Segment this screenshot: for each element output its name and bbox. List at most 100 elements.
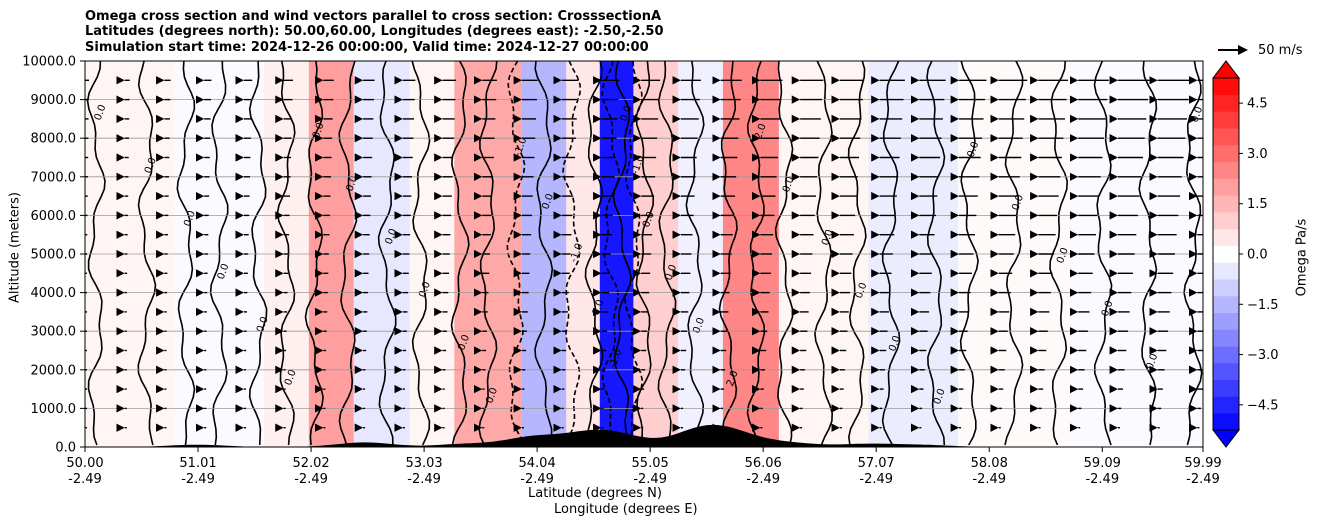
colorbar-segment: [1213, 94, 1239, 112]
colorbar-segment: [1213, 111, 1239, 129]
colorbar-segment: [1213, 413, 1239, 431]
x-tick-label-lat: 58.08: [971, 456, 1008, 471]
contour-label: 0.0: [1055, 246, 1071, 265]
colorbar-segment: [1213, 245, 1239, 263]
contour-line: [847, 61, 867, 446]
x-tick-label-lon: -2.49: [972, 472, 1006, 487]
colorbar-label: Omega Pa/s: [1294, 218, 1310, 297]
contour-line: [1049, 61, 1069, 446]
colorbar-segment: [1213, 228, 1239, 246]
contour-line: [534, 61, 554, 446]
contour-line: [881, 61, 901, 446]
colorbar-segment: [1213, 346, 1239, 364]
y-axis-label: Altitude (meters): [7, 192, 23, 303]
contour-label: 0.0: [484, 386, 500, 405]
x-tick-label-lat: 59.09: [1084, 456, 1121, 471]
contour-line: [657, 61, 677, 446]
contour-label: 0.0: [854, 281, 870, 300]
x-tick-label-lon: -2.49: [294, 472, 328, 487]
x-tick-label-lon: -2.49: [1186, 472, 1220, 487]
x-axis-label-lon: Longitude (degrees E): [554, 502, 698, 517]
reference-vector-label: 50 m/s: [1258, 43, 1303, 58]
contour-label: 0.0: [691, 316, 707, 335]
contour-line: [562, 61, 581, 446]
contour-line: [774, 61, 794, 446]
contour-line: [209, 61, 229, 446]
x-tick-label-lon: -2.49: [859, 472, 893, 487]
contour-line: [506, 61, 526, 446]
contour-line: [624, 61, 644, 446]
terrain-shape: [85, 424, 1203, 447]
colorbar-segment: [1213, 295, 1239, 313]
y-tick-label: 9000.0: [31, 93, 77, 108]
x-tick-label-lat: 52.02: [292, 456, 329, 471]
colorbar-extend-max: [1211, 60, 1241, 79]
wind-vectors: [85, 76, 1203, 432]
x-tick-label-lat: 53.03: [405, 456, 442, 471]
contour-line: [718, 61, 738, 446]
colorbar-segment: [1213, 145, 1239, 163]
contour-line: [86, 61, 106, 446]
colorbar-segment: [1213, 161, 1239, 179]
contour-line: [685, 61, 705, 445]
x-tick-label-lat: 59.99: [1184, 456, 1221, 471]
colorbar-segment: [1213, 212, 1239, 230]
contour-line: [959, 61, 979, 446]
contour-label: 0.0: [456, 333, 472, 352]
contour-label: 0.0: [1010, 193, 1026, 212]
colorbar-segment: [1213, 178, 1239, 196]
colorbar-segment: [1213, 379, 1239, 397]
colorbar: 4.5 3.0 1.5 0.0 −1.5 −3.0 −4.5: [1211, 60, 1279, 448]
contour-line: [411, 61, 431, 446]
x-axis-label-lat: Latitude (degrees N): [528, 486, 662, 501]
contour-line: [1004, 61, 1024, 446]
reference-vector-arrow: [1218, 45, 1248, 55]
contour-label: 2.0: [725, 369, 741, 388]
contour-line: [1093, 61, 1113, 446]
title-line-2: Latitudes (degrees north): 50.00,60.00, …: [85, 24, 664, 39]
contour-line: [746, 61, 766, 446]
x-tick-label-lat: 50.00: [66, 456, 103, 471]
x-tick-label-lon: -2.49: [1085, 472, 1119, 487]
contour-line: [612, 61, 632, 446]
x-tick-label-lat: 56.06: [745, 456, 782, 471]
contour-label: 0.0: [966, 140, 982, 159]
x-tick-label-lat: 51.01: [179, 456, 216, 471]
contour-line: [176, 61, 196, 446]
y-tick-label: 1000.0: [31, 402, 77, 417]
contour-line: [926, 61, 946, 446]
x-axis: 50.00-2.4951.01-2.4952.02-2.4953.03-2.49…: [66, 447, 1222, 487]
contour-line: [450, 61, 470, 446]
x-tick-label-lon: -2.49: [68, 472, 102, 487]
y-tick-label: 8000.0: [31, 132, 77, 147]
colorbar-segment: [1213, 195, 1239, 213]
y-tick-label: 4000.0: [31, 286, 77, 301]
colorbar-segment: [1213, 262, 1239, 280]
colorbar-segment: [1213, 78, 1239, 96]
colorbar-segment: [1213, 279, 1239, 297]
colorbar-extend-min: [1211, 429, 1241, 448]
y-tick-label: 0.0: [55, 441, 76, 456]
contour-label: 0.0: [932, 387, 948, 406]
contour-line: [276, 61, 296, 446]
contour-line: [814, 61, 834, 446]
colorbar-tick-label: −4.5: [1247, 398, 1279, 413]
contour-label: 0.0: [417, 280, 433, 299]
colorbar-segment: [1213, 396, 1239, 414]
x-tick-label-lon: -2.49: [746, 472, 780, 487]
contour-line: [478, 61, 498, 446]
y-tick-label: 5000.0: [31, 248, 77, 263]
x-tick-label-lat: 57.07: [858, 456, 895, 471]
colorbar-tick-label: 1.5: [1247, 197, 1268, 212]
x-tick-label-lon: -2.49: [181, 472, 215, 487]
contour-line: [601, 61, 621, 446]
colorbar-segment: [1213, 329, 1239, 347]
contour-label: 0.0: [255, 315, 271, 334]
x-tick-label-lat: 55.05: [632, 456, 669, 471]
y-tick-label: 7000.0: [31, 170, 77, 185]
colorbar-tick-label: −1.5: [1247, 298, 1279, 313]
terrain: [85, 424, 1203, 447]
title-line-3: Simulation start time: 2024-12-26 00:00:…: [85, 40, 649, 55]
title-line-1: Omega cross section and wind vectors par…: [85, 9, 662, 24]
